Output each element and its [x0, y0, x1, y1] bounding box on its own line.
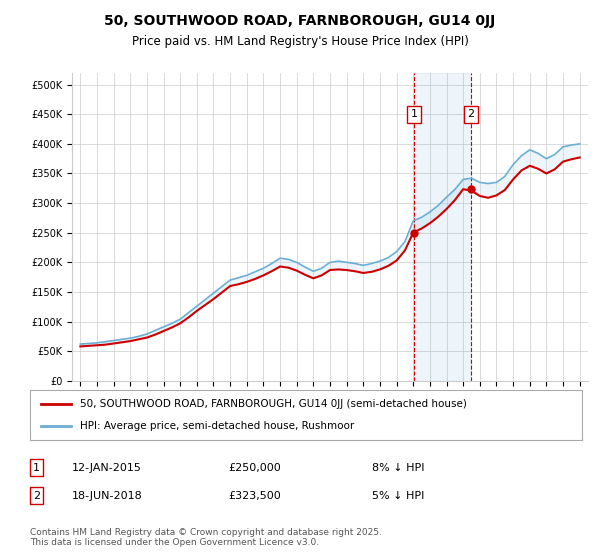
- Text: 18-JUN-2018: 18-JUN-2018: [72, 491, 143, 501]
- Text: 2: 2: [33, 491, 40, 501]
- Text: Contains HM Land Registry data © Crown copyright and database right 2025.
This d: Contains HM Land Registry data © Crown c…: [30, 528, 382, 547]
- Text: 1: 1: [410, 109, 418, 119]
- Text: 50, SOUTHWOOD ROAD, FARNBOROUGH, GU14 0JJ (semi-detached house): 50, SOUTHWOOD ROAD, FARNBOROUGH, GU14 0J…: [80, 399, 467, 409]
- Text: Price paid vs. HM Land Registry's House Price Index (HPI): Price paid vs. HM Land Registry's House …: [131, 35, 469, 48]
- Bar: [414, 73, 471, 381]
- Text: 5% ↓ HPI: 5% ↓ HPI: [372, 491, 424, 501]
- Text: HPI: Average price, semi-detached house, Rushmoor: HPI: Average price, semi-detached house,…: [80, 421, 354, 431]
- Text: 8% ↓ HPI: 8% ↓ HPI: [372, 463, 425, 473]
- Text: 50, SOUTHWOOD ROAD, FARNBOROUGH, GU14 0JJ: 50, SOUTHWOOD ROAD, FARNBOROUGH, GU14 0J…: [104, 14, 496, 28]
- Text: £250,000: £250,000: [228, 463, 281, 473]
- Text: £323,500: £323,500: [228, 491, 281, 501]
- Text: 12-JAN-2015: 12-JAN-2015: [72, 463, 142, 473]
- Text: 2: 2: [467, 109, 475, 119]
- Text: 1: 1: [33, 463, 40, 473]
